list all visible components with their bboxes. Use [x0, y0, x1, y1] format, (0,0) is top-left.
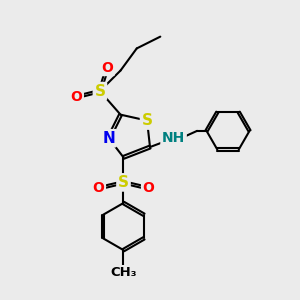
Text: S: S — [118, 175, 129, 190]
Text: S: S — [94, 84, 105, 99]
Text: O: O — [142, 181, 154, 195]
Text: S: S — [142, 113, 153, 128]
Text: NH: NH — [162, 131, 185, 145]
Text: CH₃: CH₃ — [110, 266, 137, 279]
Text: O: O — [101, 61, 113, 75]
Text: N: N — [102, 131, 115, 146]
Text: O: O — [92, 181, 104, 195]
Text: O: O — [70, 90, 82, 104]
